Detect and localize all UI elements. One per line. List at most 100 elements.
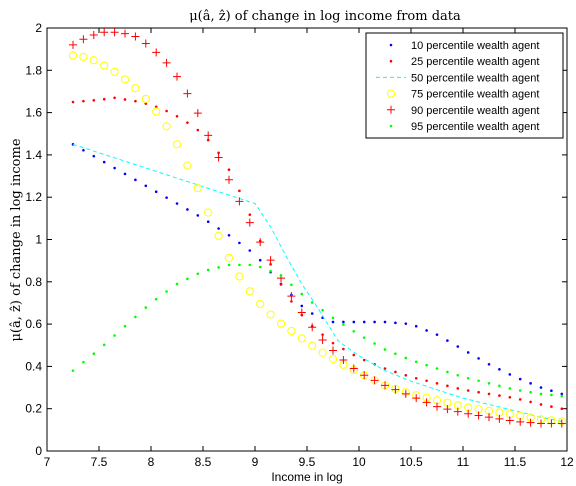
y-tick-label: 1 [35, 233, 42, 247]
series-point [186, 208, 189, 211]
series-point [414, 324, 418, 328]
series-point [477, 379, 480, 383]
series-point [276, 319, 286, 328]
series-point [225, 175, 233, 184]
series-point [248, 263, 252, 267]
series-point [349, 364, 358, 373]
series-point [505, 416, 514, 425]
series-point [529, 400, 532, 404]
series-point [394, 352, 397, 356]
series-point [79, 35, 88, 44]
legend-item: 10 percentile wealth agent [389, 40, 539, 52]
legend-swatch [389, 43, 393, 47]
series-point [342, 347, 345, 351]
series-point [370, 376, 379, 385]
series-point [248, 213, 252, 216]
series-point [165, 290, 168, 293]
series-point [152, 107, 161, 116]
series-point [300, 304, 304, 308]
series-point [183, 161, 192, 170]
series-point [297, 308, 306, 317]
series-point [401, 389, 410, 398]
series-point [383, 367, 387, 370]
series-point [518, 398, 522, 401]
series-point [193, 109, 202, 118]
series-point [466, 389, 470, 392]
series-point [308, 323, 317, 332]
y-tick-label: 0.8 [25, 275, 42, 289]
series-point [308, 341, 317, 350]
series-point [474, 411, 483, 420]
series-point [217, 266, 220, 269]
series-point [173, 72, 181, 81]
series-point [134, 99, 137, 103]
x-tick-label: 8.5 [195, 455, 212, 469]
series-point [266, 256, 275, 265]
legend-label: 95 percentile wealth agent [411, 121, 539, 133]
legend-box [365, 32, 564, 139]
series-point [487, 392, 491, 396]
series-point [498, 394, 501, 397]
legend-label: 50 percentile wealth agent [411, 72, 539, 84]
series-point [287, 326, 296, 336]
series-point [435, 333, 439, 336]
legend: 10 percentile wealth agent 25 percentile … [365, 32, 564, 139]
series-point [453, 407, 462, 416]
series-point [79, 52, 88, 62]
series-point [557, 419, 566, 428]
series-point [258, 265, 262, 269]
series-point [269, 263, 272, 266]
series-point [279, 283, 283, 286]
series-point [238, 241, 241, 245]
series-point [310, 312, 314, 315]
series-point [464, 409, 473, 418]
series-point [477, 390, 480, 394]
series-point [466, 376, 470, 380]
series-point [466, 351, 470, 354]
series-point [172, 140, 182, 149]
legend-item: 25 percentile wealth agent [389, 56, 539, 68]
series-point [300, 292, 304, 296]
series-point [266, 310, 275, 319]
series-point [165, 109, 168, 113]
y-tick-label: 0 [35, 444, 42, 458]
series-point [508, 387, 512, 390]
series-point [102, 343, 106, 347]
series-point [245, 287, 254, 296]
series-point [360, 371, 369, 380]
series-point [238, 263, 241, 267]
series-point [248, 249, 252, 252]
series-point [186, 277, 189, 281]
series-point [362, 358, 366, 362]
series-point [381, 381, 389, 390]
series-point [550, 393, 553, 397]
series-point [217, 151, 220, 155]
series-point [394, 370, 397, 374]
series-point [131, 84, 140, 93]
y-tick-label: 2 [35, 21, 42, 35]
series-point [529, 390, 532, 394]
series-2 [71, 96, 564, 411]
series-1 [71, 143, 564, 396]
series-point [560, 394, 564, 398]
series-point [69, 40, 77, 49]
legend-label: 10 percentile wealth agent [411, 40, 539, 52]
y-tick-label: 1.4 [25, 148, 42, 162]
series-point [391, 385, 400, 394]
series-point [446, 370, 449, 374]
series-point [92, 154, 96, 158]
series-point [456, 373, 460, 377]
series-point [539, 403, 543, 406]
series-point [224, 253, 234, 263]
series-point [560, 407, 564, 411]
series-point [362, 336, 366, 339]
series-point [120, 75, 130, 84]
series-point [516, 417, 525, 426]
series-point [227, 263, 231, 267]
series-point [141, 94, 150, 103]
series-point [110, 28, 119, 37]
series-point [162, 58, 171, 67]
series-point [550, 405, 553, 408]
x-tick-label: 7 [44, 455, 51, 469]
series-point [141, 39, 150, 48]
